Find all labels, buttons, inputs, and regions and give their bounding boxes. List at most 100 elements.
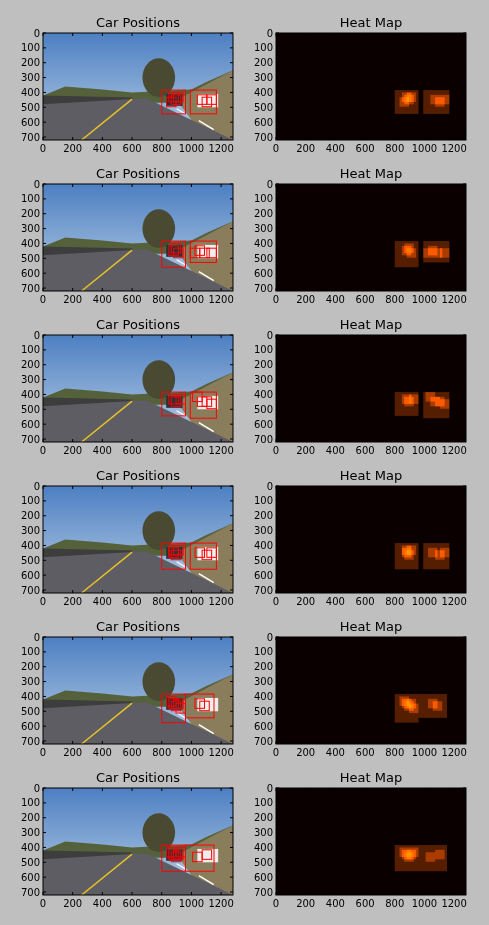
heat-box [423,392,449,418]
x-tick [191,637,192,640]
y-tick [43,92,46,93]
heat-box [440,399,450,409]
x-tick [424,184,425,187]
y-tick [230,379,233,380]
panel: 0200400600800100012000100200300400500600… [21,619,234,758]
y-tick [230,545,233,546]
y-tick [43,862,46,863]
x-tick-label: 800 [385,898,404,909]
x-tick-label: 1000 [412,143,437,154]
x-tick [305,892,306,895]
x-tick [454,637,455,640]
y-tick [43,892,46,893]
y-tick-label: 0 [267,179,273,190]
y-tick-label: 700 [21,736,40,747]
y-tick [230,515,233,516]
x-tick-label: 1200 [208,596,233,607]
y-tick [230,802,233,803]
x-tick-label: 1200 [208,898,233,909]
x-tick [335,137,336,140]
x-tick-label: 600 [123,294,142,305]
y-tick-label: 100 [21,797,40,808]
detection-box [195,548,205,558]
x-tick [454,486,455,489]
y-tick [463,817,466,818]
heat-box [400,97,410,107]
x-tick [132,788,133,791]
y-tick [276,439,279,440]
y-tick-label: 0 [267,28,273,39]
y-tick [43,62,46,63]
x-tick [221,137,222,140]
x-tick [191,184,192,187]
y-tick [43,802,46,803]
heat-box [423,248,433,258]
x-tick [424,590,425,593]
lane-dash [177,260,186,265]
x-tick [394,288,395,291]
y-tick-label: 300 [21,72,40,83]
detection-box [174,850,184,860]
barrier [43,699,132,708]
tree [142,662,175,701]
y-tick-label: 400 [254,389,273,400]
y-tick-label: 200 [21,208,40,219]
x-tick [335,741,336,744]
x-tick [335,590,336,593]
detection-box [186,845,215,871]
x-tick [394,184,395,187]
x-tick [221,788,222,791]
x-tick [72,33,73,36]
y-tick [43,379,46,380]
x-tick-label: 0 [273,445,279,456]
y-tick [463,696,466,697]
y-tick [43,486,46,487]
scene [43,788,233,895]
y-tick [463,637,466,638]
x-tick-label: 1200 [441,898,466,909]
y-tick [43,107,46,108]
y-tick [463,122,466,123]
x-tick [454,184,455,187]
y-tick [463,335,466,336]
x-tick [191,288,192,291]
tree [142,813,175,852]
title: Car Positions [96,468,180,483]
x-tick [132,137,133,140]
x-tick [335,439,336,442]
frame [276,335,466,442]
x-tick-label: 400 [93,294,112,305]
y-tick [463,273,466,274]
y-tick [230,892,233,893]
x-tick [424,637,425,640]
y-tick [276,711,279,712]
x-tick-label: 600 [123,143,142,154]
panel: 0200400600800100012000100200300400500600… [21,166,234,305]
tree [142,360,175,399]
y-tick-label: 400 [254,691,273,702]
x-tick [365,590,366,593]
x-tick-label: 600 [356,596,375,607]
panel: 0200400600800100012000100200300400500600… [21,468,234,607]
title: Heat Map [340,770,402,785]
x-tick [132,184,133,187]
y-tick [276,741,279,742]
x-tick [132,637,133,640]
y-tick [230,213,233,214]
y-tick [43,137,46,138]
y-tick [276,788,279,789]
x-tick [454,288,455,291]
x-tick-label: 1000 [179,143,204,154]
x-tick [424,788,425,791]
panel: 0200400600800100012000100200300400500600… [254,317,467,456]
y-tick [43,243,46,244]
detection-box [176,704,186,714]
barrier [43,548,132,557]
x-tick-label: 0 [40,294,46,305]
x-tick-label: 0 [40,445,46,456]
lane-dash [199,272,214,281]
y-tick [276,637,279,638]
x-tick-label: 400 [326,294,345,305]
y-tick [43,228,46,229]
heat-box [423,543,449,569]
